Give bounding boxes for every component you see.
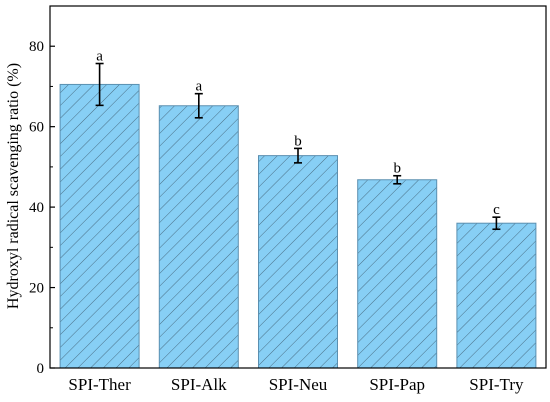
x-tick-label: SPI-Ther [68,375,131,394]
y-axis-title: Hydroxyl radical scavenging ratio (%) [5,63,22,309]
significance-label: b [294,133,302,149]
significance-label: a [96,49,103,65]
bar [258,155,338,369]
bar [59,83,140,369]
x-tick-label: SPI-Try [469,375,524,394]
y-tick-label: 20 [29,281,44,297]
x-tick-label: SPI-Neu [269,375,328,394]
bar [158,105,239,369]
x-tick-label: SPI-Alk [171,375,227,394]
y-tick-label: 0 [37,361,45,377]
bar [357,179,438,369]
significance-label: c [493,202,500,218]
significance-label: b [393,161,401,177]
bar [456,222,537,369]
significance-label: a [195,79,202,95]
axes-frame [49,5,547,369]
y-tick-label: 40 [29,200,44,216]
x-tick-label: SPI-Pap [369,375,425,394]
plot-area: a SPI-Ther a SPI-Alk b SPI-Neu b SPI-Pap c SPI-Tr… [29,5,547,394]
y-tick-label: 80 [29,39,44,55]
y-tick-label: 60 [29,120,44,136]
